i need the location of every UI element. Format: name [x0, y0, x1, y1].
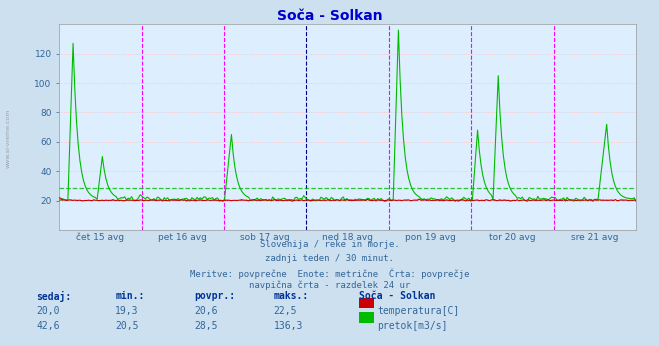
Text: 28,5: 28,5 [194, 321, 218, 331]
Text: min.:: min.: [115, 291, 145, 301]
Text: 20,5: 20,5 [115, 321, 139, 331]
Text: 20,6: 20,6 [194, 306, 218, 316]
Text: zadnji teden / 30 minut.: zadnji teden / 30 minut. [265, 254, 394, 263]
Text: navpična črta - razdelek 24 ur: navpična črta - razdelek 24 ur [249, 280, 410, 290]
Text: 42,6: 42,6 [36, 321, 60, 331]
Text: povpr.:: povpr.: [194, 291, 235, 301]
Text: 22,5: 22,5 [273, 306, 297, 316]
Text: 20,0: 20,0 [36, 306, 60, 316]
Text: pretok[m3/s]: pretok[m3/s] [377, 321, 447, 331]
Text: 136,3: 136,3 [273, 321, 303, 331]
Text: 19,3: 19,3 [115, 306, 139, 316]
Text: Slovenija / reke in morje.: Slovenija / reke in morje. [260, 240, 399, 249]
Text: Soča - Solkan: Soča - Solkan [277, 9, 382, 22]
Text: sedaj:: sedaj: [36, 291, 71, 302]
Text: maks.:: maks.: [273, 291, 308, 301]
Text: Soča - Solkan: Soča - Solkan [359, 291, 436, 301]
Text: temperatura[C]: temperatura[C] [377, 306, 459, 316]
Text: Meritve: povprečne  Enote: metrične  Črta: povprečje: Meritve: povprečne Enote: metrične Črta:… [190, 268, 469, 279]
Text: www.si-vreme.com: www.si-vreme.com [5, 109, 11, 168]
